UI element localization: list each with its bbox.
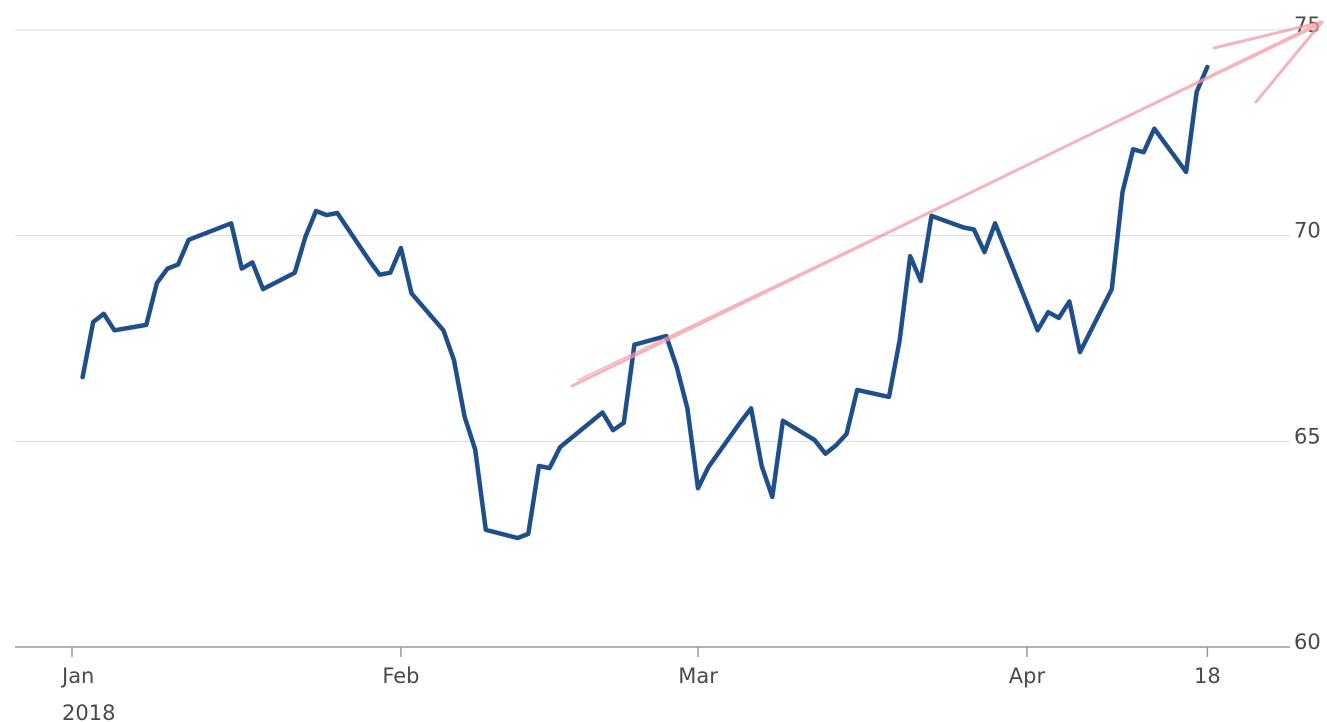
y-tick-label: 65 — [1294, 424, 1321, 448]
x-tick-label: Feb — [382, 664, 419, 688]
x-tick-label: Mar — [678, 664, 718, 688]
y-tick-label: 60 — [1294, 630, 1321, 654]
x-tick-label: 2018 — [62, 701, 115, 722]
data-line — [80, 64, 1210, 541]
x-tick-label: Jan — [60, 664, 94, 688]
x-tick-label: 18 — [1194, 664, 1221, 688]
annotation-arrow — [570, 20, 1324, 388]
plot-area — [80, 64, 1210, 541]
arrow-head — [1212, 20, 1324, 50]
arrow-head — [1254, 20, 1324, 104]
x-tick-label: Apr — [1009, 664, 1046, 688]
arrow-shaft-sketch — [577, 25, 1319, 381]
y-tick-label: 70 — [1294, 219, 1321, 243]
